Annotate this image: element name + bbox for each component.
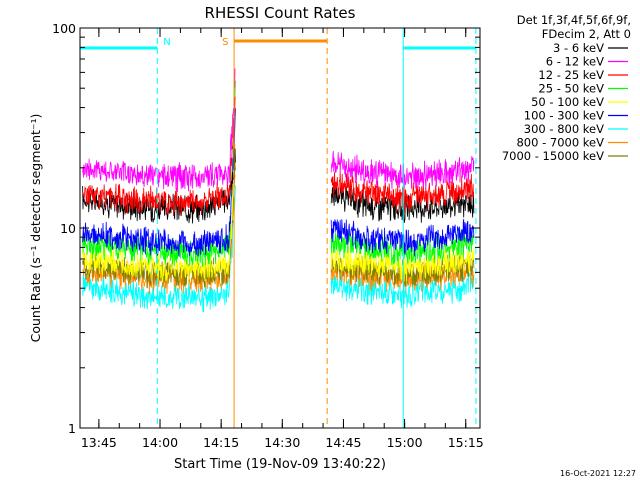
legend-item-label: 800 - 7000 keV: [516, 136, 604, 150]
y-tick-label: 1: [68, 421, 76, 436]
chart-title: RHESSI Count Rates: [205, 4, 356, 22]
series-line-8-seg-0: [82, 161, 236, 289]
series-line-6-seg-1: [330, 272, 475, 309]
series-line-1-seg-1: [330, 150, 475, 190]
series-line-2-seg-1: [330, 171, 475, 214]
x-tick-label: 15:00: [387, 435, 423, 450]
series-line-1-seg-0: [82, 68, 236, 193]
footer-timestamp: 16-Oct-2021 12:27: [560, 469, 636, 478]
night-label: N: [163, 37, 170, 48]
x-tick-label: 13:45: [81, 435, 117, 450]
saa-label: S: [222, 37, 228, 48]
x-tick-label: 14:45: [325, 435, 361, 450]
legend-item-label: 7000 - 15000 keV: [502, 149, 604, 163]
legend-header-line-2: FDecim 2, Att 0: [542, 27, 631, 41]
y-axis-label: Count Rate (s⁻¹ detector segment⁻¹): [28, 114, 43, 343]
y-tick-label: 10: [60, 221, 76, 236]
series-line-5-seg-0: [82, 108, 236, 257]
series-line-5-seg-1: [330, 218, 475, 257]
series-line-2-seg-0: [82, 96, 236, 216]
legend-item-label: 50 - 100 keV: [531, 95, 604, 109]
x-tick-label: 15:15: [448, 435, 484, 450]
series-line-0-seg-0: [82, 148, 236, 224]
x-tick-label: 14:30: [264, 435, 300, 450]
legend-item-label: 6 - 12 keV: [546, 55, 604, 69]
legend-item-label: 12 - 25 keV: [538, 68, 604, 82]
legend-item-label: 3 - 6 keV: [553, 41, 604, 55]
series-line-6-seg-0: [82, 185, 236, 313]
series-line-3-seg-1: [330, 229, 475, 267]
x-tick-label: 14:00: [142, 435, 178, 450]
x-axis-label: Start Time (19-Nov-09 13:40:22): [174, 457, 386, 472]
legend-item-label: 25 - 50 keV: [538, 82, 604, 96]
legend: Det 1f,3f,4f,5f,6f,9f, FDecim 2, Att 0 3…: [502, 13, 631, 163]
legend-item-label: 100 - 300 keV: [524, 109, 604, 123]
plot-frame: [79, 27, 481, 429]
series-line-4-seg-1: [330, 246, 475, 282]
legend-header-line-1: Det 1f,3f,4f,5f,6f,9f,: [517, 13, 631, 27]
legend-item-label: 300 - 800 keV: [524, 122, 604, 136]
x-tick-label: 14:15: [203, 435, 239, 450]
y-tick-label: 100: [52, 21, 76, 36]
